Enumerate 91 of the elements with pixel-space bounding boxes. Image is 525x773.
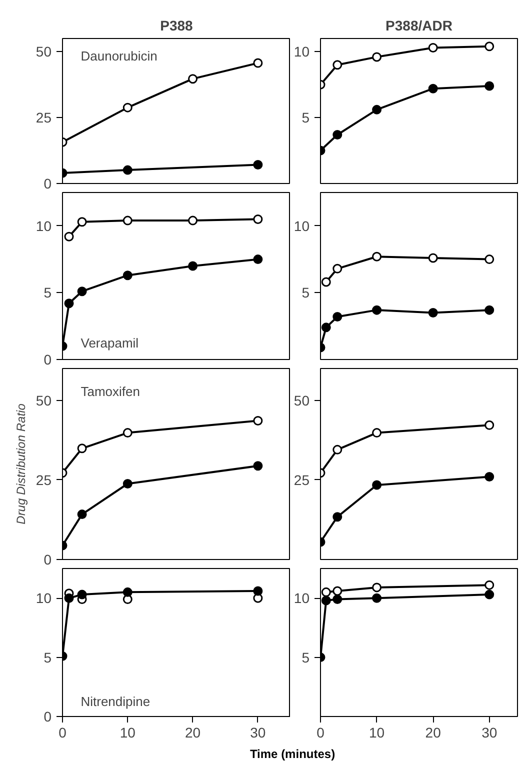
- point: [253, 586, 263, 596]
- annotation: Verapamil: [80, 335, 139, 350]
- y-tick-label: 25: [294, 472, 310, 488]
- y-tick-label: 5: [302, 110, 310, 126]
- y-tick-label: 5: [302, 649, 310, 666]
- point: [484, 305, 494, 315]
- y-tick-label: 25: [36, 110, 52, 126]
- y-tick-label: 5: [44, 284, 52, 301]
- point: [321, 322, 331, 332]
- point: [332, 264, 342, 274]
- y-tick-label: 10: [36, 590, 52, 606]
- y-tick-label: 10: [294, 590, 310, 606]
- x-tick-label: 20: [185, 724, 201, 740]
- point: [428, 42, 438, 52]
- x-tick-label: 30: [482, 724, 498, 740]
- point: [484, 420, 494, 430]
- point: [332, 444, 342, 454]
- point: [122, 428, 132, 438]
- point: [122, 270, 132, 280]
- point: [428, 253, 438, 263]
- point: [122, 216, 132, 226]
- x-tick-label: 0: [58, 724, 67, 740]
- point: [372, 582, 382, 592]
- y-tick-label: 10: [294, 44, 310, 60]
- y-axis-title: Drug Distribution Ratio: [14, 403, 28, 524]
- point: [253, 416, 263, 426]
- point: [484, 81, 494, 91]
- point: [428, 308, 438, 318]
- annotation: Tamoxifen: [80, 384, 140, 399]
- point: [122, 587, 132, 597]
- x-tick-label: 0: [316, 724, 325, 740]
- point: [64, 593, 74, 603]
- point: [372, 52, 382, 62]
- x-tick-label: 30: [250, 724, 266, 740]
- point: [321, 596, 331, 606]
- point: [372, 305, 382, 315]
- point: [372, 593, 382, 603]
- y-tick-label: 10: [294, 218, 310, 234]
- point: [188, 216, 198, 226]
- point: [77, 444, 87, 454]
- y-tick-label: 0: [44, 708, 52, 724]
- point: [77, 217, 87, 227]
- y-tick-label: 50: [294, 392, 310, 408]
- y-tick-label: 25: [36, 472, 52, 488]
- x-tick-label: 10: [369, 724, 385, 740]
- point: [253, 214, 263, 224]
- point: [484, 254, 494, 264]
- point: [321, 277, 331, 287]
- point: [372, 252, 382, 262]
- y-tick-label: 50: [36, 44, 52, 60]
- point: [428, 84, 438, 94]
- point: [253, 461, 263, 471]
- point: [332, 60, 342, 70]
- point: [253, 160, 263, 170]
- point: [77, 286, 87, 296]
- point: [321, 587, 331, 597]
- annotation: Nitrendipine: [80, 694, 150, 710]
- y-tick-label: 5: [44, 649, 52, 666]
- point: [64, 298, 74, 308]
- annotation: Daunorubicin: [80, 48, 158, 64]
- point: [188, 74, 198, 84]
- point: [332, 586, 342, 596]
- y-tick-label: 0: [44, 352, 52, 368]
- point: [77, 510, 87, 520]
- y-tick-label: 10: [36, 218, 52, 234]
- point: [332, 594, 342, 604]
- chart-title: P388: [160, 18, 194, 34]
- chart-title: P388/ADR: [386, 18, 452, 34]
- point: [122, 478, 132, 488]
- point: [484, 42, 494, 52]
- x-tick-label: 20: [425, 724, 442, 740]
- point: [372, 480, 382, 490]
- point: [332, 512, 342, 522]
- point: [253, 58, 263, 68]
- y-tick-label: 0: [44, 176, 52, 192]
- point: [484, 590, 494, 600]
- point: [332, 312, 342, 322]
- point: [484, 580, 494, 590]
- x-tick-label: 10: [120, 724, 136, 740]
- point: [64, 232, 74, 242]
- point: [77, 590, 87, 600]
- y-tick-label: 0: [44, 552, 52, 568]
- point: [372, 428, 382, 438]
- point: [372, 104, 382, 114]
- point: [484, 472, 494, 482]
- point: [253, 254, 263, 264]
- point: [188, 261, 198, 271]
- x-axis-title: Time (minutes): [248, 746, 336, 763]
- point: [332, 130, 342, 140]
- y-tick-label: 50: [36, 392, 52, 408]
- y-tick-label: 5: [302, 284, 310, 301]
